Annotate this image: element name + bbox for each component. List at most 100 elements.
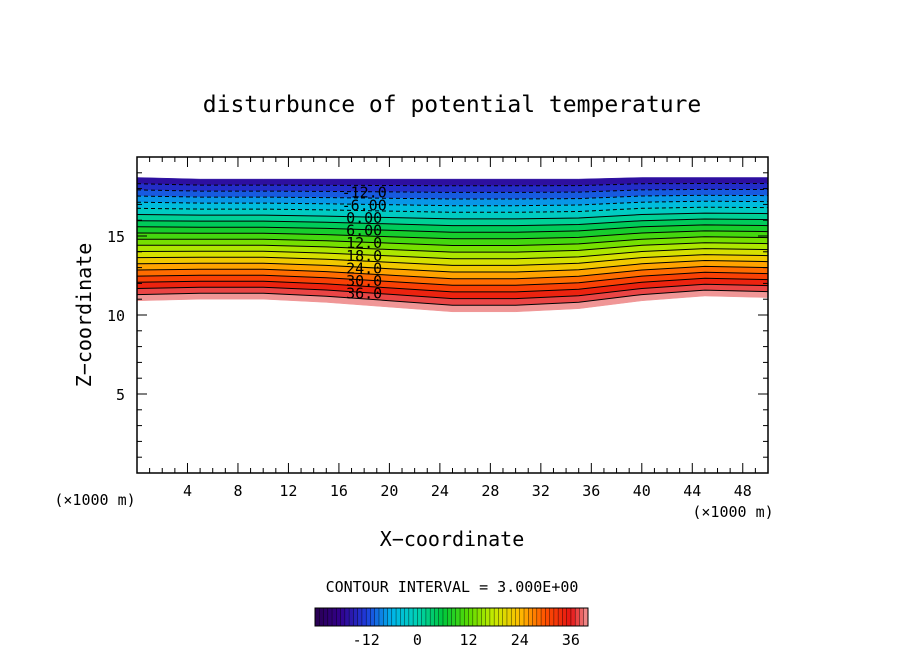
colorbar-tick-label: 24 xyxy=(511,631,529,649)
contour-line xyxy=(137,218,768,227)
colorbar-cell xyxy=(532,608,538,626)
colorbar-cell xyxy=(327,608,333,626)
colorbar-cell xyxy=(545,608,550,626)
colorbar-cell xyxy=(570,608,576,626)
contour-line xyxy=(137,265,768,280)
contour-label: 12.0 xyxy=(346,234,382,252)
contour-line xyxy=(137,283,768,300)
contour-label: 24.0 xyxy=(346,259,382,277)
colorbar-cell xyxy=(357,608,363,626)
x-tick-label: 48 xyxy=(734,482,752,500)
x-tick-label: 16 xyxy=(330,482,348,500)
colorbar-cell xyxy=(434,608,440,626)
contour-line xyxy=(137,194,768,200)
x-tick-label: 36 xyxy=(582,482,600,500)
x-tick-label: 12 xyxy=(279,482,297,500)
colorbar-cell xyxy=(421,608,427,626)
colorbar-cell xyxy=(562,608,567,626)
colorbar-cell xyxy=(566,608,572,626)
colorbar-cell xyxy=(349,608,354,626)
colorbar-cell xyxy=(515,608,521,626)
contour-interval-text: CONTOUR INTERVAL = 3.000E+00 xyxy=(326,578,579,596)
colorbar-cell xyxy=(455,608,461,626)
y-tick-label: 5 xyxy=(116,386,125,404)
colorbar-cell xyxy=(442,608,448,626)
colorbar-cell xyxy=(528,608,533,626)
colorbar-cell xyxy=(549,608,555,626)
colorbar-cell xyxy=(430,608,435,626)
colorbar-cell xyxy=(387,608,393,626)
colorbar-cell xyxy=(502,608,508,626)
colorbar-cell xyxy=(404,608,410,626)
colorbar-cell xyxy=(583,608,589,626)
colorbar-cell xyxy=(319,608,324,626)
colorbar-cell xyxy=(489,608,495,626)
colorbar-cell xyxy=(408,608,414,626)
contour-line xyxy=(137,230,768,240)
colorbar-cell xyxy=(536,608,542,626)
colorbar-tick-label: 36 xyxy=(562,631,580,649)
colorbar-cell xyxy=(485,608,491,626)
x-axis-ticks: 4 8 12 16 20 24 28 32 36 40 44 48 xyxy=(149,157,756,500)
colorbar-cell xyxy=(464,608,469,626)
colorbar-cell xyxy=(447,608,452,626)
colorbar-cell xyxy=(374,608,380,626)
contour-label: -12.0 xyxy=(342,184,387,202)
contour-line xyxy=(137,242,768,253)
contour-line xyxy=(137,212,768,220)
colorbar-cell xyxy=(344,608,350,626)
contour-line xyxy=(137,206,768,213)
x-tick-label: 44 xyxy=(683,482,701,500)
colorbar-cell xyxy=(336,608,341,626)
colorbar-tick-label: 0 xyxy=(413,631,422,649)
colorbar-cell xyxy=(472,608,478,626)
colorbar-cell xyxy=(451,608,457,626)
x-tick-label: 32 xyxy=(532,482,550,500)
contour-line xyxy=(137,289,768,306)
x-tick-label: 24 xyxy=(431,482,449,500)
colorbar-cell xyxy=(511,608,516,626)
contour-label: 36.0 xyxy=(346,285,382,303)
colorbar-cell xyxy=(553,608,559,626)
contour-label: 30.0 xyxy=(346,272,382,290)
contour-label: 18.0 xyxy=(346,247,382,265)
colorbar-tick-label: -12 xyxy=(353,631,380,649)
x-unit-label: (×1000 m) xyxy=(692,503,773,521)
y-axis-ticks: 5 10 15 xyxy=(107,172,768,458)
colorbar-cell xyxy=(541,608,546,626)
colorbar-cell xyxy=(425,608,431,626)
contour-line xyxy=(137,188,768,193)
colorbar-cell xyxy=(391,608,397,626)
contour-line xyxy=(137,200,768,207)
contour-line xyxy=(137,183,768,187)
contour-line xyxy=(137,259,768,273)
chart-title: disturbunce of potential temperature xyxy=(203,92,702,118)
colorbar-cell xyxy=(413,608,418,626)
colorbar-cell xyxy=(506,608,512,626)
contour-line xyxy=(137,224,768,233)
colorbar-cell xyxy=(498,608,503,626)
colorbar-cell xyxy=(477,608,482,626)
colorbar-ticks: -12 0 12 24 36 xyxy=(353,631,580,649)
contour-line xyxy=(137,236,768,246)
x-tick-label: 20 xyxy=(380,482,398,500)
colorbar-cell xyxy=(323,608,329,626)
colorbar-cell xyxy=(558,608,563,626)
colorbar-cell xyxy=(378,608,384,626)
y-axis-label: Z−coordinate xyxy=(72,243,96,388)
colorbar-cell xyxy=(438,608,444,626)
colorbar-cell xyxy=(400,608,405,626)
x-tick-label: 4 xyxy=(183,482,192,500)
colorbar-cell xyxy=(332,608,337,626)
colorbar-cell xyxy=(519,608,525,626)
colorbar-cell xyxy=(383,608,388,626)
contour-line xyxy=(137,248,768,260)
colorbar-cell xyxy=(575,608,580,626)
colorbar-cell xyxy=(579,608,585,626)
colorbar-cell xyxy=(361,608,367,626)
colorbar-cell xyxy=(370,608,376,626)
x-tick-label: 28 xyxy=(481,482,499,500)
colorbar-cell xyxy=(417,608,422,626)
